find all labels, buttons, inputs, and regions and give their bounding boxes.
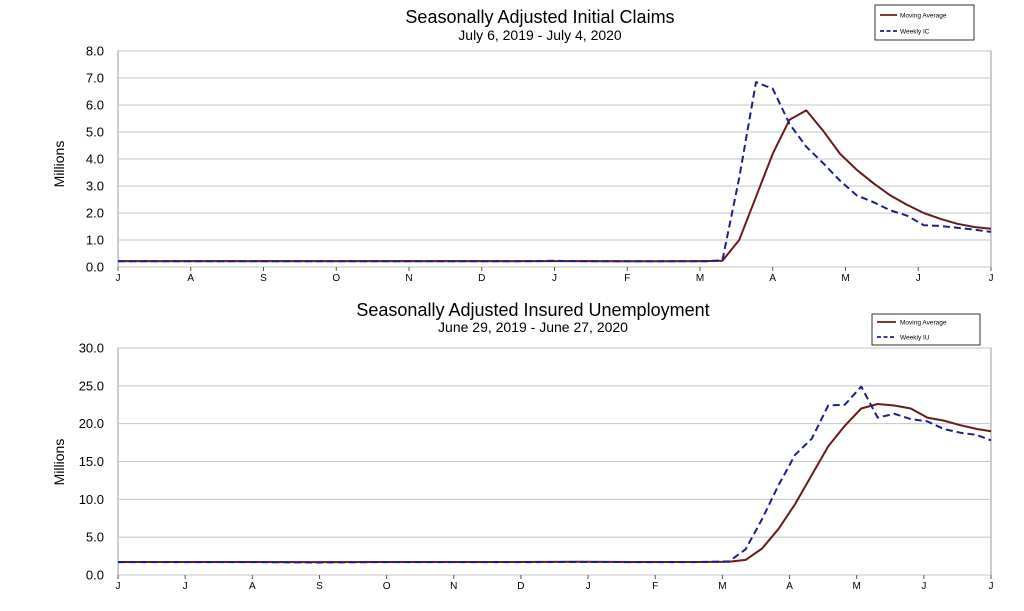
weekly-line: [118, 81, 992, 263]
x-tick-label: F: [624, 273, 630, 284]
y-tick-label: 30.0: [79, 341, 104, 356]
y-tick-label: 2.0: [86, 206, 104, 221]
x-tick-label: N: [450, 581, 457, 592]
y-tick-label: 8.0: [86, 44, 104, 59]
x-tick-label: J: [183, 581, 188, 592]
chart-subtitle: July 6, 2019 - July 4, 2020: [458, 27, 622, 43]
y-tick-label: 5.0: [86, 530, 104, 545]
plot-area: 0.0 1.0 2.0 3.0 4.0 5.0 6.0 7.0 8.0 J A S O N D J F M A M J J: [86, 44, 994, 285]
chart-subtitle: June 29, 2019 - June 27, 2020: [438, 319, 628, 335]
insured-unemployment-chart: Seasonally Adjusted Insured Unemployment…: [51, 300, 994, 592]
y-tick-label: 1.0: [86, 233, 104, 248]
y-tick-label: 25.0: [79, 378, 104, 393]
initial-claims-chart: Seasonally Adjusted Initial Claims July …: [51, 4, 994, 285]
x-tick-label: J: [916, 273, 921, 284]
x-tick-label: D: [517, 581, 524, 592]
x-tick-label: N: [405, 273, 412, 284]
y-tick-label: 20.0: [79, 416, 104, 431]
x-tick-label: J: [116, 273, 121, 284]
x-tick-label: M: [718, 581, 726, 592]
legend-label-moving-average: Moving Average: [900, 320, 947, 327]
chart-legend: Moving Average Weekly IC: [874, 4, 975, 41]
x-tick-label: M: [696, 273, 704, 284]
x-tick-label: J: [116, 581, 121, 592]
chart-title: Seasonally Adjusted Initial Claims: [405, 7, 674, 27]
y-tick-label: 6.0: [86, 98, 104, 113]
x-tick-label: A: [187, 273, 194, 284]
x-tick-label: J: [989, 581, 994, 592]
y-tick-label: 0.0: [86, 260, 104, 275]
x-tick-label: J: [921, 581, 926, 592]
x-tick-label: D: [478, 273, 485, 284]
x-tick-label: J: [552, 273, 557, 284]
legend-label-weekly: Weekly IU: [900, 335, 930, 342]
chart-legend: Moving Average Weekly IU: [871, 313, 981, 346]
x-tick-label: A: [249, 581, 256, 592]
y-tick-label: 3.0: [86, 179, 104, 194]
weekly-line: [118, 385, 992, 564]
x-tick-label: A: [786, 581, 793, 592]
chart-title: Seasonally Adjusted Insured Unemployment: [356, 300, 709, 320]
x-tick-label: F: [652, 581, 658, 592]
legend-label-moving-average: Moving Average: [900, 13, 947, 20]
y-tick-label: 15.0: [79, 454, 104, 469]
x-tick-label: M: [853, 581, 861, 592]
x-tick-label: S: [260, 273, 267, 284]
y-tick-label: 0.0: [86, 568, 104, 583]
legend-box: [874, 4, 975, 41]
legend-label-weekly: Weekly IC: [900, 29, 930, 36]
legend-box: [871, 313, 981, 346]
y-axis-label: Millions: [51, 141, 67, 188]
y-axis-label: Millions: [51, 439, 67, 486]
x-tick-label: M: [841, 273, 849, 284]
x-tick-label: A: [769, 273, 776, 284]
y-tick-label: 5.0: [86, 125, 104, 140]
x-tick-label: S: [316, 581, 323, 592]
y-tick-label: 4.0: [86, 152, 104, 167]
x-tick-label: J: [586, 581, 591, 592]
x-tick-label: J: [989, 273, 994, 284]
y-tick-label: 10.0: [79, 492, 104, 507]
plot-area: 0.0 5.0 10.0 15.0 20.0 25.0 30.0 J J A S O N D J F M A M J J: [79, 341, 994, 593]
y-tick-label: 7.0: [86, 71, 104, 86]
x-tick-label: O: [383, 581, 391, 592]
x-tick-label: O: [332, 273, 340, 284]
